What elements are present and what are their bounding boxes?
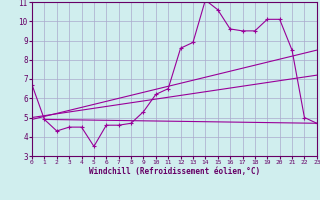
X-axis label: Windchill (Refroidissement éolien,°C): Windchill (Refroidissement éolien,°C) xyxy=(89,167,260,176)
